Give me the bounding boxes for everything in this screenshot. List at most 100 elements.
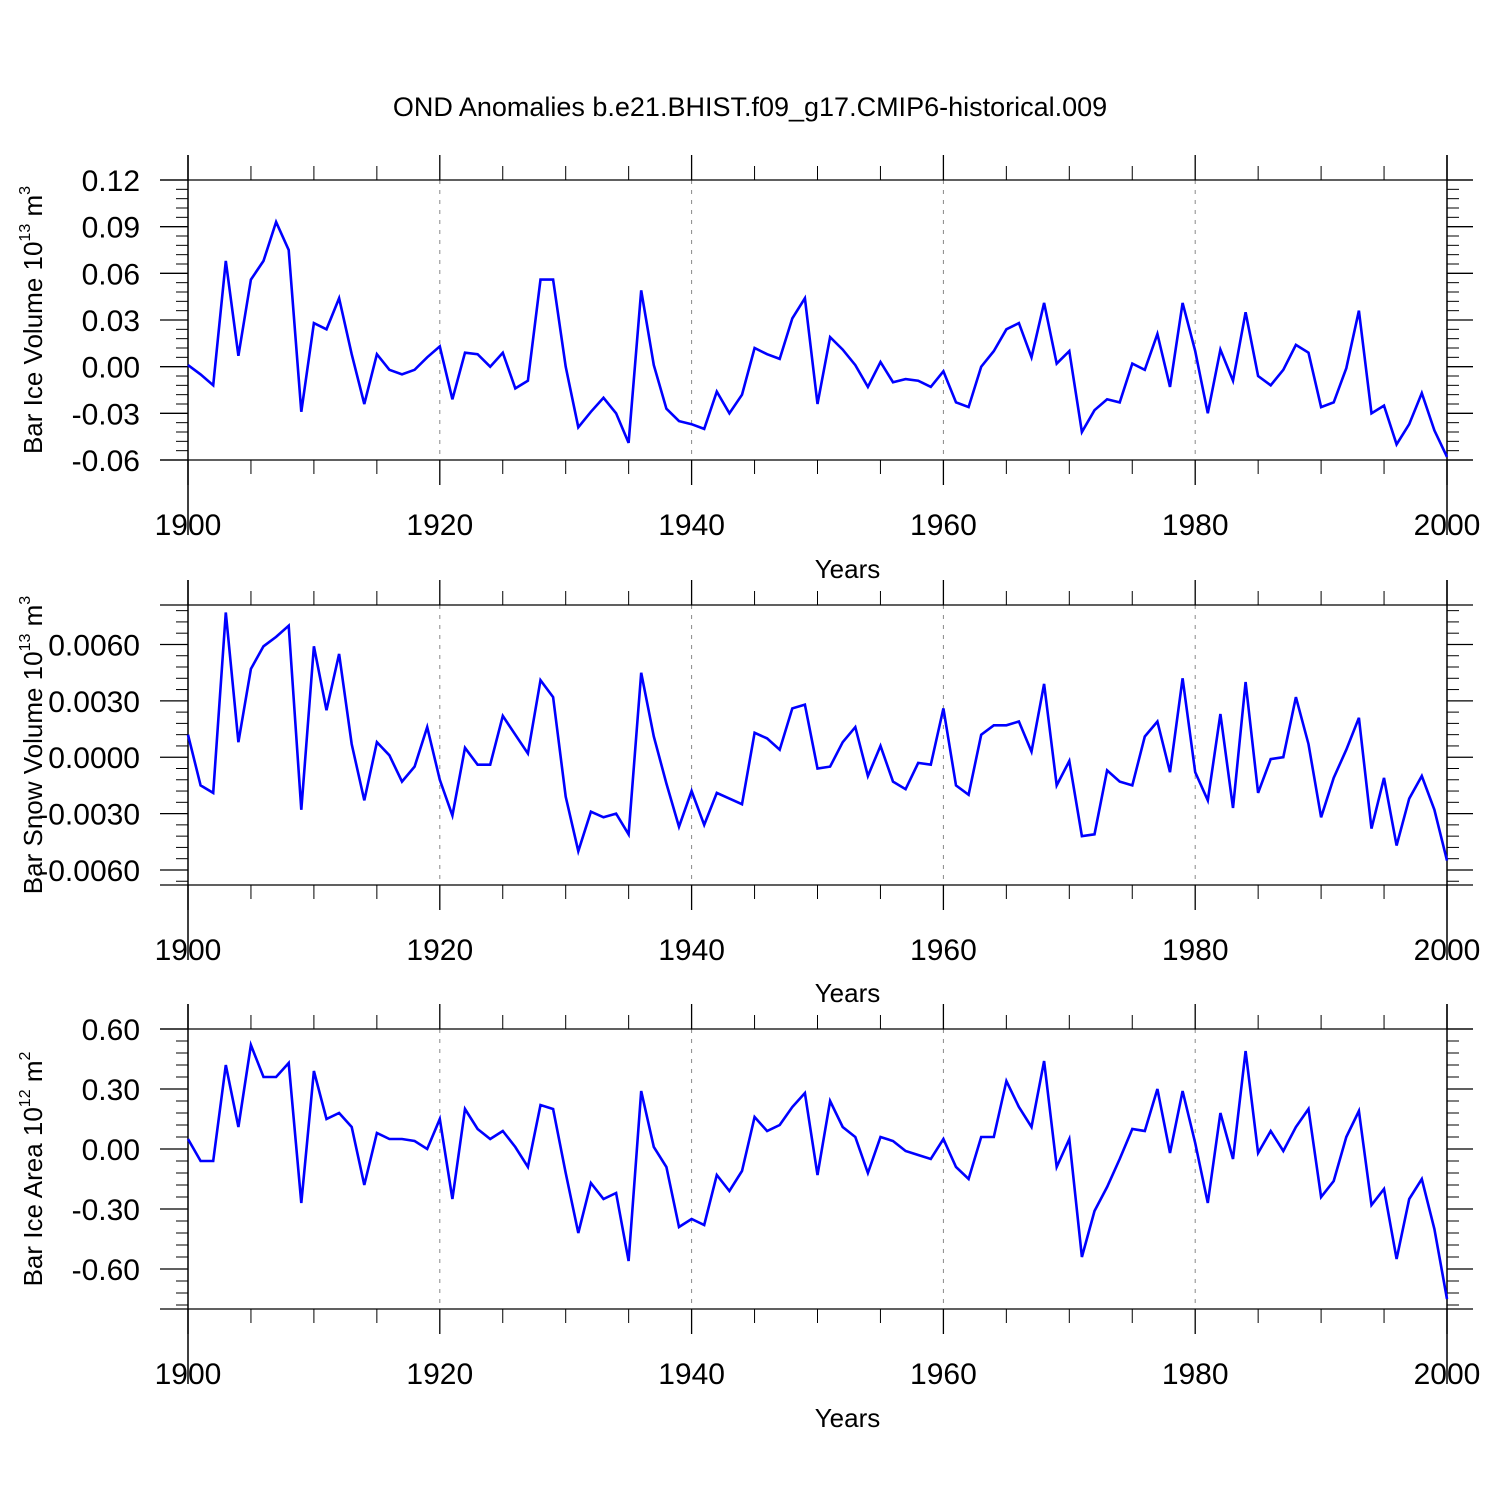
- ytick-label: 0.0030: [48, 686, 140, 719]
- ytick-label: 0.00: [82, 1134, 140, 1167]
- data-point-1927: [527, 380, 529, 382]
- data-point-1936: [640, 1090, 642, 1092]
- data-point-1987: [1282, 369, 1284, 371]
- data-point-1980: [1194, 1142, 1196, 1144]
- data-point-1940: [691, 790, 693, 792]
- data-point-1951: [829, 336, 831, 338]
- data-point-1920: [439, 1118, 441, 1120]
- ytick-label: -0.03: [72, 398, 140, 431]
- data-point-1941: [703, 428, 705, 430]
- xtick-label: 1900: [155, 934, 222, 967]
- data-point-1977: [1156, 333, 1158, 335]
- data-point-1994: [1371, 1204, 1373, 1206]
- data-point-1923: [477, 1128, 479, 1130]
- data-point-1992: [1345, 1136, 1347, 1138]
- data-point-1997: [1408, 1198, 1410, 1200]
- ytick-label: 0.0000: [48, 742, 140, 775]
- data-point-1995: [1383, 1188, 1385, 1190]
- data-point-1900: [187, 1138, 189, 1140]
- data-point-1973: [1106, 398, 1108, 400]
- y-axis-title: Bar Snow Volume 1013 m3: [17, 596, 48, 895]
- data-point-1983: [1232, 807, 1234, 809]
- data-point-1952: [842, 349, 844, 351]
- data-point-1975: [1131, 1128, 1133, 1130]
- y-axis-title-exp: 13: [17, 224, 34, 242]
- data-point-1945: [754, 347, 756, 349]
- data-point-1951: [829, 1100, 831, 1102]
- data-point-1905: [250, 279, 252, 281]
- data-point-1922: [464, 1108, 466, 1110]
- data-point-1929: [552, 696, 554, 698]
- data-point-1989: [1308, 743, 1310, 745]
- data-point-1936: [640, 289, 642, 291]
- data-point-1932: [590, 811, 592, 813]
- data-point-1912: [338, 653, 340, 655]
- xtick-label: 1920: [406, 934, 473, 967]
- data-point-1907: [275, 221, 277, 223]
- chart-title: OND Anomalies b.e21.BHIST.f09_g17.CMIP6-…: [393, 92, 1107, 122]
- data-point-1943: [728, 1190, 730, 1192]
- data-point-1979: [1182, 1090, 1184, 1092]
- data-point-1911: [326, 709, 328, 711]
- data-point-1933: [603, 397, 605, 399]
- data-point-1971: [1081, 431, 1083, 433]
- data-point-1926: [514, 1146, 516, 1148]
- data-point-1910: [313, 645, 315, 647]
- xtick-label: 1940: [658, 1358, 725, 1391]
- data-point-1954: [867, 1172, 869, 1174]
- data-point-1903: [225, 260, 227, 262]
- series-line: [187, 218, 1449, 458]
- data-point-1903: [225, 1064, 227, 1066]
- data-point-1972: [1094, 409, 1096, 411]
- data-point-1909: [300, 411, 302, 413]
- data-point-1980: [1194, 350, 1196, 352]
- data-point-1939: [678, 420, 680, 422]
- data-point-1986: [1270, 1130, 1272, 1132]
- data-point-1961: [955, 784, 957, 786]
- data-point-1908: [288, 625, 290, 627]
- data-point-1938: [665, 408, 667, 410]
- data-point-1987: [1282, 756, 1284, 758]
- data-point-1964: [993, 350, 995, 352]
- data-point-1970: [1068, 350, 1070, 352]
- data-point-1960: [942, 707, 944, 709]
- data-point-1941: [703, 824, 705, 826]
- data-point-1948: [791, 317, 793, 319]
- data-point-1916: [388, 1138, 390, 1140]
- data-point-1904: [237, 355, 239, 357]
- data-point-1965: [1005, 724, 1007, 726]
- data-point-1925: [502, 352, 504, 354]
- data-point-1913: [351, 353, 353, 355]
- y-axis-title-unit: m: [18, 1060, 48, 1089]
- xtick-label: 1980: [1162, 509, 1229, 542]
- data-point-1901: [200, 373, 202, 375]
- data-point-1923: [477, 764, 479, 766]
- data-point-1949: [804, 1092, 806, 1094]
- data-point-1988: [1295, 344, 1297, 346]
- data-point-1994: [1371, 412, 1373, 414]
- data-point-1919: [426, 1148, 428, 1150]
- data-point-1914: [363, 1184, 365, 1186]
- data-point-1933: [603, 1198, 605, 1200]
- y-axis-title-text: Bar Snow Volume 10: [18, 651, 48, 894]
- data-point-1970: [1068, 1138, 1070, 1140]
- data-point-1988: [1295, 1126, 1297, 1128]
- data-point-1910: [313, 1070, 315, 1072]
- data-point-1939: [678, 826, 680, 828]
- data-point-1971: [1081, 1256, 1083, 1258]
- data-point-1915: [376, 1132, 378, 1134]
- panel-3: -0.60 -0.30 0.00 0.30 0.60 1900 1920 1940 1960 19…: [17, 1004, 1480, 1433]
- xtick-label: 1940: [658, 934, 725, 967]
- data-point-1997: [1408, 798, 1410, 800]
- panel-2: -0.0060 -0.0030 0.0000 0.0030 0.0060 1900 1920…: [17, 580, 1480, 1008]
- data-point-1917: [401, 373, 403, 375]
- data-point-1993: [1358, 1110, 1360, 1112]
- data-point-1954: [867, 775, 869, 777]
- ytick-label: 0.00: [82, 352, 140, 385]
- data-point-1970: [1068, 760, 1070, 762]
- data-point-1964: [993, 724, 995, 726]
- data-point-1967: [1031, 356, 1033, 358]
- data-point-1969: [1056, 363, 1058, 365]
- data-point-1918: [414, 369, 416, 371]
- data-point-1952: [842, 1126, 844, 1128]
